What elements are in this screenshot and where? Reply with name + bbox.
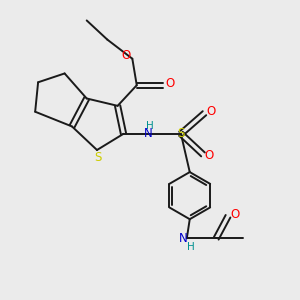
- Text: S: S: [177, 127, 184, 140]
- Text: N: N: [144, 127, 153, 140]
- Text: N: N: [179, 232, 188, 245]
- Text: O: O: [165, 77, 174, 90]
- Text: O: O: [205, 149, 214, 162]
- Text: H: H: [187, 242, 195, 252]
- Text: O: O: [230, 208, 239, 221]
- Text: S: S: [94, 151, 101, 164]
- Text: O: O: [122, 49, 131, 62]
- Text: H: H: [146, 121, 154, 130]
- Text: O: O: [206, 105, 216, 118]
